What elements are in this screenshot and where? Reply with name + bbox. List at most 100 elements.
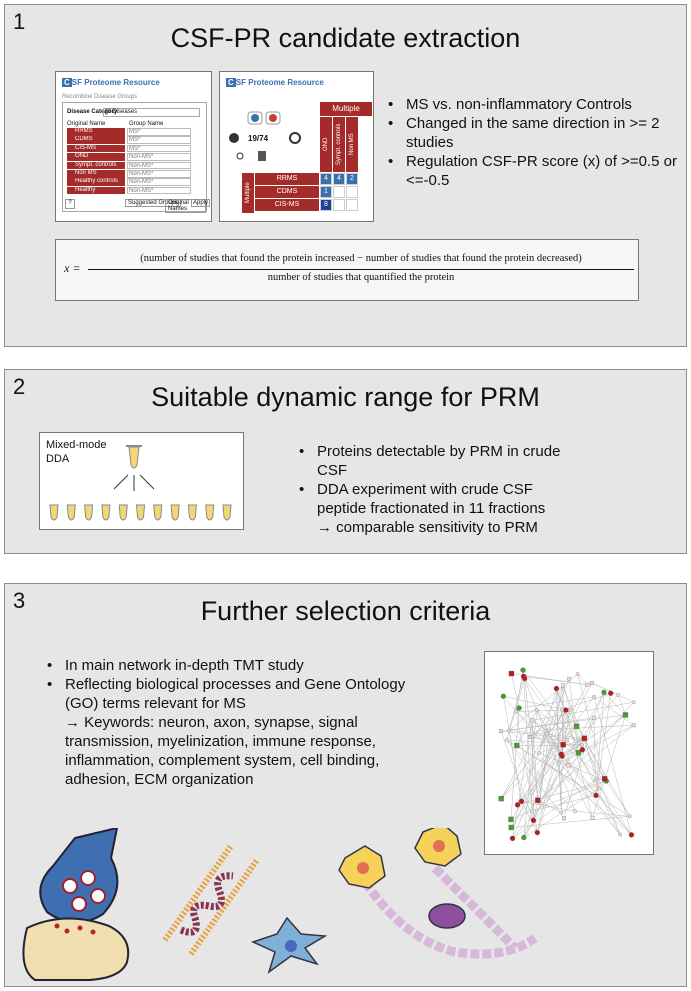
csfpr-filter-icons: [229, 111, 301, 161]
matrix-cell[interactable]: [346, 199, 358, 211]
formula-lhs: x =: [64, 261, 81, 275]
network-edge: [592, 714, 626, 818]
panel-dynamic-range: 2 Suitable dynamic range for PRM Mixed-m…: [4, 369, 687, 554]
network-edge: [537, 710, 567, 833]
network-node: [528, 735, 533, 739]
network-node: [601, 689, 607, 696]
network-edge: [511, 673, 520, 709]
network-node: [631, 723, 636, 728]
criteria-item: Regulation CSF-PR score (x) of >=0.5 or …: [388, 152, 678, 190]
network-node: [563, 707, 569, 713]
network-node: [597, 786, 601, 791]
network-node: [601, 776, 608, 782]
matrix-cell[interactable]: [333, 186, 345, 198]
vesicle: [62, 878, 78, 894]
apply-button[interactable]: Apply: [191, 199, 211, 207]
network-edge: [519, 696, 595, 709]
csfpr-logo-letter: C: [62, 78, 72, 87]
network-edge: [506, 739, 565, 819]
suggested-groups-button[interactable]: Suggested Groups: [125, 199, 182, 207]
network-node: [508, 670, 515, 677]
recombine-dialog: Disease Category All Diseases Original N…: [62, 102, 211, 213]
fraction-tube: [205, 504, 215, 521]
network-edge: [500, 730, 583, 741]
group-name-select[interactable]: Non-MS*: [127, 161, 191, 170]
network-edge: [538, 688, 557, 754]
matrix-column-header: OND: [320, 117, 332, 172]
network-edge: [517, 696, 595, 805]
matrix-cell[interactable]: 4: [320, 173, 332, 185]
matrix-cell[interactable]: 2: [346, 173, 358, 185]
network-edge: [532, 795, 597, 812]
network-edge: [508, 673, 578, 731]
group-name-select[interactable]: MS*: [127, 128, 191, 136]
neurotransmitter: [90, 929, 96, 935]
network-node: [530, 718, 535, 723]
matrix-cell[interactable]: 8: [320, 199, 332, 211]
network-node: [616, 692, 620, 697]
network-edge: [591, 682, 619, 695]
group-name-select[interactable]: Non-MS*: [127, 170, 191, 178]
neuron-nucleus: [357, 862, 369, 874]
network-node: [558, 751, 565, 757]
group-name-select[interactable]: MS*: [127, 144, 191, 153]
recombine-row: OND Non-MS*: [67, 153, 199, 161]
panel-csfpr-extraction: 1 CSF-PR candidate extraction C SF Proteo…: [4, 4, 687, 347]
matrix-cell[interactable]: [333, 199, 345, 211]
neurons-illustration: [338, 828, 538, 959]
network-node: [509, 835, 516, 842]
network-node: [561, 816, 566, 821]
original-name-cell: CDMS: [67, 136, 125, 144]
network-node: [508, 816, 514, 823]
network-node: [535, 708, 539, 713]
criteria-item: MS vs. non-inflammatory Controls: [388, 95, 678, 114]
neurotransmitter: [77, 925, 83, 931]
split-arrow: [113, 474, 129, 490]
group-name-select[interactable]: Non-MS*: [127, 186, 191, 195]
network-edge: [521, 684, 588, 802]
matrix-cell[interactable]: [346, 186, 358, 198]
panel-number: 2: [13, 374, 26, 399]
network-edge: [500, 709, 567, 799]
help-button[interactable]: ?: [65, 199, 75, 209]
network-node: [627, 814, 632, 819]
network-node: [561, 683, 565, 688]
category-select[interactable]: All Diseases: [103, 108, 200, 117]
fraction-tube: [153, 504, 163, 521]
network-edge: [556, 688, 562, 813]
network-edge: [508, 676, 524, 731]
network-edge: [537, 800, 562, 813]
group-name-select[interactable]: Non-MS*: [127, 178, 191, 186]
network-edge: [568, 714, 626, 766]
network-edge: [529, 709, 563, 738]
network-edge: [533, 754, 562, 821]
group-name-select[interactable]: Non-MS*: [127, 153, 191, 161]
fraction-tube: [170, 504, 180, 521]
network-edge: [522, 670, 583, 750]
network-node: [537, 751, 542, 755]
myelinated-axon: [431, 864, 519, 952]
original-name-cell: Healthy: [67, 186, 125, 195]
biology-illustrations: [22, 828, 538, 981]
postsynaptic-membrane: [22, 917, 130, 981]
matrix-cell[interactable]: 4: [333, 173, 345, 185]
network-edge: [539, 730, 546, 803]
network-node: [581, 735, 588, 741]
network-edge: [595, 692, 605, 796]
dynamic-range-list: Proteins detectable by PRM in crude CSF …: [299, 442, 579, 537]
network-node: [631, 700, 636, 705]
group-name-select[interactable]: MS*: [127, 136, 191, 144]
network-node: [521, 834, 527, 841]
collagen-ecm-illustration: [162, 844, 260, 956]
network-node: [575, 672, 580, 676]
network-edge: [593, 696, 634, 726]
network-edge: [537, 725, 634, 801]
matrix-row-label: CDMS: [255, 186, 319, 198]
original-name-cell: RRMS: [67, 128, 125, 136]
col-group-header: Group Name: [129, 121, 164, 127]
source-tube: [128, 446, 140, 469]
neurotransmitter: [54, 923, 60, 929]
document-icon: [258, 151, 266, 161]
matrix-cell[interactable]: 1: [320, 186, 332, 198]
network-edge: [595, 779, 632, 836]
